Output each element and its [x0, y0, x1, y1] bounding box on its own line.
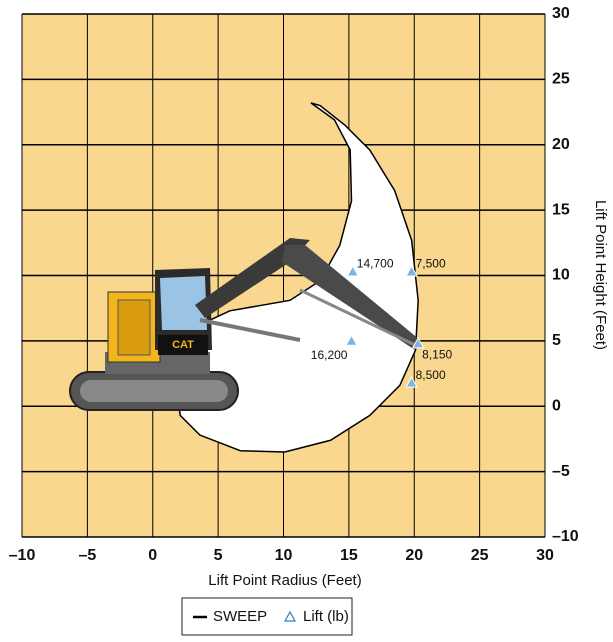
- legend-label: Lift (lb): [303, 608, 349, 625]
- y-tick-label: 20: [552, 136, 570, 153]
- x-tick-label: 0: [148, 547, 157, 564]
- y-tick-label: –5: [552, 463, 570, 480]
- y-axis-title: Lift Point Height (Feet): [592, 200, 609, 350]
- x-tick-label: 30: [536, 547, 554, 564]
- x-tick-label: –10: [9, 547, 36, 564]
- y-tick-label: 5: [552, 332, 561, 349]
- x-tick-label: 20: [405, 547, 423, 564]
- data-label: 16,200: [311, 348, 348, 362]
- x-tick-label: 25: [471, 547, 489, 564]
- data-label: 7,500: [416, 257, 446, 271]
- legend-label: SWEEP: [213, 608, 267, 625]
- logo: CAT: [172, 339, 194, 351]
- x-tick-label: 10: [275, 547, 293, 564]
- y-tick-label: 15: [552, 201, 570, 218]
- x-tick-label: 15: [340, 547, 358, 564]
- chart: CAT –10 –5 0 5 10 15 20 25 30 –10 –5 0 5 10 15 20 25 30 14…: [0, 0, 613, 642]
- x-tick-label: 5: [214, 547, 223, 564]
- y-tick-label: –10: [552, 528, 579, 545]
- y-tick-label: 30: [552, 5, 570, 22]
- y-tick-label: 25: [552, 71, 570, 88]
- data-label: 8,500: [416, 368, 446, 382]
- data-label: 8,150: [422, 348, 452, 362]
- y-tick-label: 10: [552, 267, 570, 284]
- x-tick-label: –5: [78, 547, 96, 564]
- plot-layer: [22, 14, 545, 537]
- x-axis-title: Lift Point Radius (Feet): [208, 572, 361, 589]
- y-tick-label: 0: [552, 397, 561, 414]
- data-label: 14,700: [357, 257, 394, 271]
